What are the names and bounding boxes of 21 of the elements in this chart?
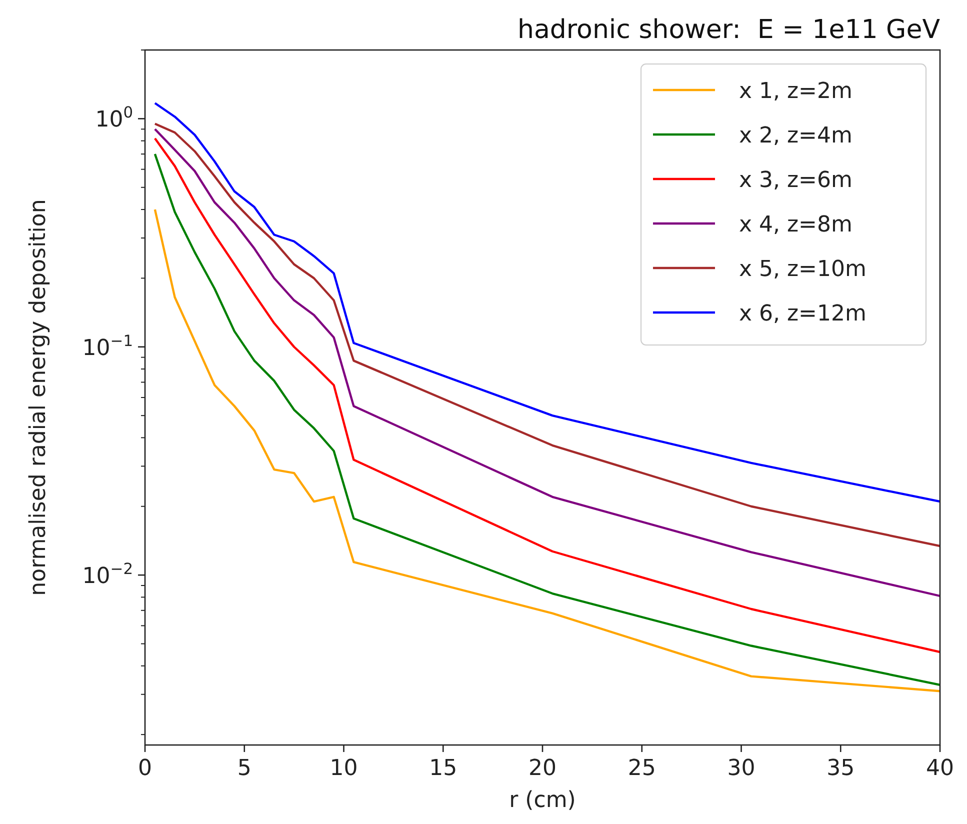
y-tick-label: 10$^{−1}$	[82, 332, 133, 361]
x-tick-label: 0	[138, 756, 152, 781]
x-axis-title: r (cm)	[509, 788, 576, 813]
legend-label: x 2, z=4m	[739, 124, 852, 148]
y-axis-title: normalised radial energy deposition	[26, 199, 51, 596]
x-tick-label: 30	[727, 756, 756, 781]
legend-label: x 3, z=6m	[739, 168, 852, 193]
x-tick-label: 25	[628, 756, 656, 781]
y-tick-label: 10$^{−2}$	[82, 560, 133, 590]
legend-label: x 6, z=12m	[739, 302, 866, 326]
legend-label: x 4, z=8m	[739, 212, 852, 238]
legend-label: x 5, z=10m	[739, 257, 866, 282]
y-tick-label: 10$^{0}$	[95, 104, 133, 133]
x-tick-label: 15	[429, 756, 458, 781]
legend-label: x 1, z=2m	[739, 79, 852, 104]
chart-title: hadronic shower: E = 1e11 GeV	[518, 15, 940, 45]
x-tick-label: 40	[926, 756, 954, 781]
x-tick-label: 5	[237, 756, 252, 781]
x-tick-label: 35	[826, 756, 855, 781]
x-tick-label: 10	[330, 756, 358, 781]
x-tick-label: 20	[528, 756, 556, 781]
